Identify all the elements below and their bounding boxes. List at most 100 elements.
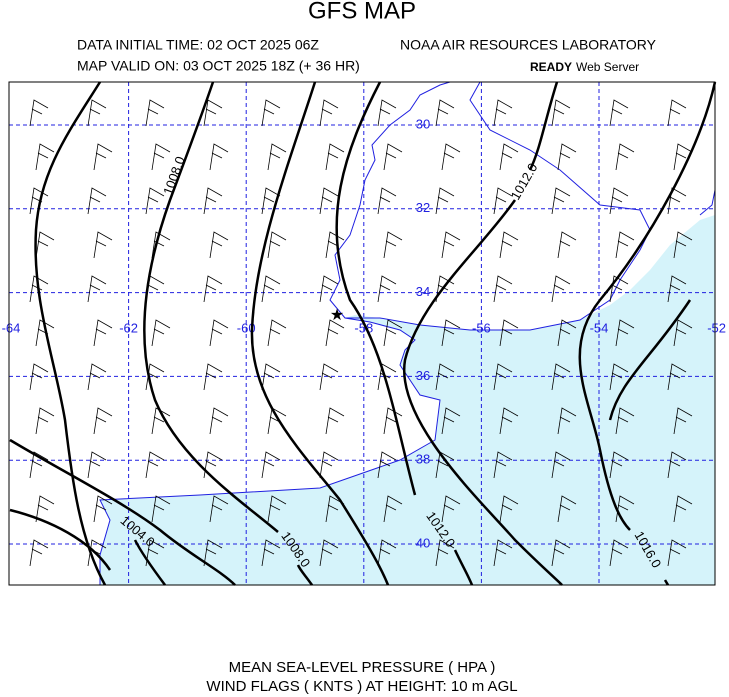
wind-barb — [493, 187, 513, 215]
wind-barb — [557, 319, 577, 347]
wind-barb — [35, 495, 55, 523]
wind-barb — [145, 187, 165, 215]
wind-barb — [383, 319, 403, 347]
wind-barb — [435, 187, 455, 215]
wind-barb — [609, 539, 629, 567]
wind-barb — [673, 319, 693, 347]
wind-barb — [151, 319, 171, 347]
sea — [100, 215, 715, 585]
wind-barb — [493, 539, 513, 567]
lon-label: -64 — [2, 320, 21, 335]
wind-barb — [93, 143, 113, 171]
wind-barb — [319, 539, 339, 567]
isobar — [9, 508, 167, 586]
wind-barb — [615, 231, 635, 259]
isobar — [34, 81, 107, 586]
coastline — [99, 81, 716, 585]
wind-barb — [615, 495, 635, 523]
wind-barb — [203, 539, 223, 567]
wind-barb — [209, 143, 229, 171]
wind-barb — [87, 451, 107, 479]
footer-line: WIND FLAGS ( KNTS ) AT HEIGHT: 10 m AGL — [206, 678, 517, 695]
wind-barb — [29, 539, 49, 567]
wind-barb — [261, 99, 281, 127]
wind-barb — [377, 99, 397, 127]
wind-barb — [319, 363, 339, 391]
wind-barb — [325, 319, 345, 347]
wind-barb — [667, 275, 687, 303]
wind-barb — [209, 319, 229, 347]
wind-barb — [261, 539, 281, 567]
wind-barb — [377, 539, 397, 567]
wind-barb — [29, 363, 49, 391]
wind-barb — [441, 407, 461, 435]
isobar — [402, 81, 563, 586]
wind-barb — [145, 363, 165, 391]
wind-barb — [551, 275, 571, 303]
wind-barb — [667, 187, 687, 215]
wind-barb — [667, 99, 687, 127]
wind-barb — [435, 363, 455, 391]
wind-barb — [267, 143, 287, 171]
footer-line: MEAN SEA-LEVEL PRESSURE ( HPA ) — [229, 659, 496, 676]
wind-barb — [35, 231, 55, 259]
server: Web Server — [576, 60, 639, 74]
wind-barb — [673, 407, 693, 435]
wind-barb — [209, 407, 229, 435]
wind-barb — [551, 99, 571, 127]
wind-barb — [441, 143, 461, 171]
map-frame — [8, 81, 716, 586]
lon-label: -52 — [707, 320, 726, 335]
wind-barb — [203, 275, 223, 303]
wind-barb — [377, 187, 397, 215]
wind-barb — [609, 275, 629, 303]
wind-barb — [435, 539, 455, 567]
wind-barb — [499, 319, 519, 347]
wind-barb — [435, 99, 455, 127]
wind-barb — [87, 275, 107, 303]
wind-barb — [493, 363, 513, 391]
wind-barb — [615, 143, 635, 171]
wind-barb — [667, 539, 687, 567]
wind-barb — [493, 451, 513, 479]
lat-label: 32 — [416, 200, 430, 215]
wind-barb — [209, 495, 229, 523]
wind-barb — [203, 363, 223, 391]
wind-barb — [609, 451, 629, 479]
isobar — [335, 81, 474, 586]
wind-barb — [93, 319, 113, 347]
wind-barb — [383, 231, 403, 259]
wind-barb — [441, 495, 461, 523]
wind-barb — [551, 187, 571, 215]
wind-barb — [151, 407, 171, 435]
wind-barb — [557, 407, 577, 435]
wind-barb — [499, 495, 519, 523]
wind-barb — [499, 231, 519, 259]
wind-barb — [325, 143, 345, 171]
wind-barb — [145, 99, 165, 127]
isobar — [578, 81, 717, 586]
isobar — [250, 81, 390, 586]
lat-label: 36 — [416, 368, 430, 383]
wind-barb — [667, 363, 687, 391]
wind-barb — [29, 99, 49, 127]
isobar — [9, 438, 236, 586]
wind-barb — [557, 231, 577, 259]
wind-barb — [319, 275, 339, 303]
wind-barb — [35, 407, 55, 435]
wind-barb — [267, 319, 287, 347]
wind-barb — [493, 99, 513, 127]
wind-barb — [29, 451, 49, 479]
wind-barb — [441, 319, 461, 347]
wind-barb — [615, 319, 635, 347]
wind-barb — [87, 187, 107, 215]
wind-barb — [151, 495, 171, 523]
wind-barb — [557, 495, 577, 523]
wind-barb — [377, 451, 397, 479]
wind-barb — [673, 143, 693, 171]
lat-label: 30 — [416, 116, 430, 131]
wind-barb — [557, 143, 577, 171]
wind-barb — [93, 407, 113, 435]
wind-barb — [551, 363, 571, 391]
